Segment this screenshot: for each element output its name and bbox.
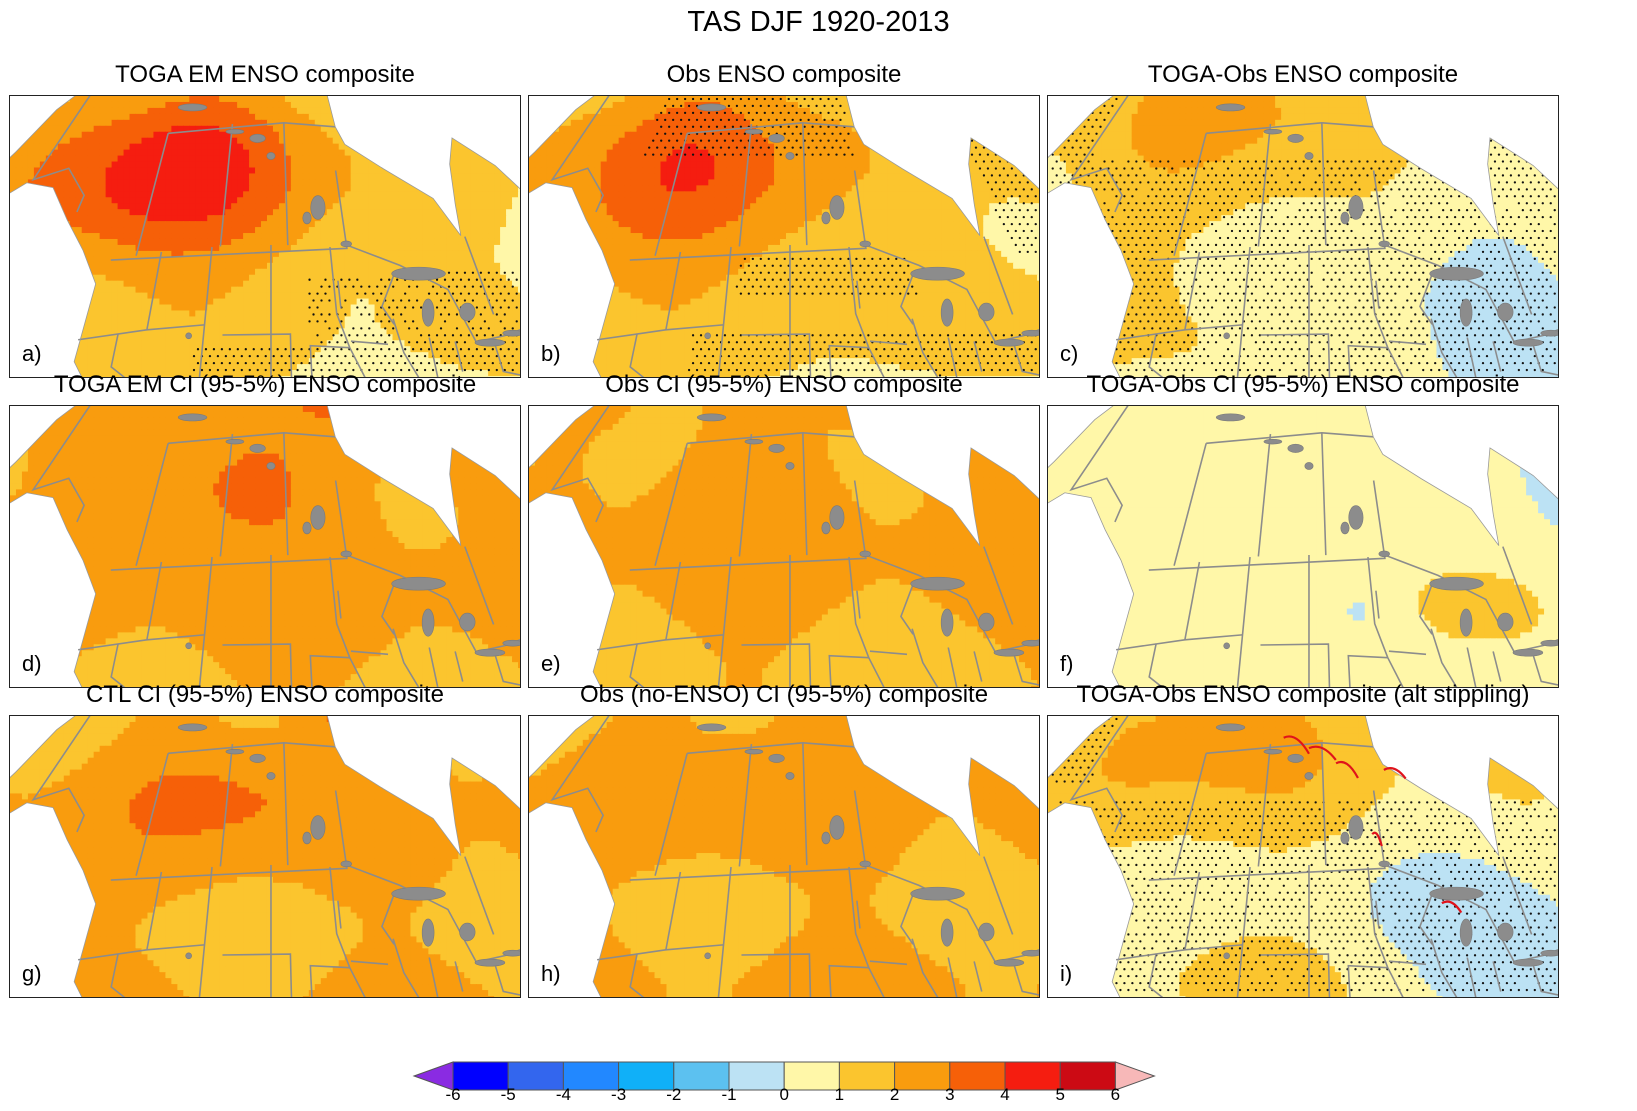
panel-title-2: Obs ENSO composite [522,58,1046,92]
panel-title-3: TOGA-Obs ENSO composite [1041,58,1565,92]
colorbar-tick-label: -2 [654,1085,694,1105]
map-panel-2: b) [528,95,1040,378]
panel-letter-1: a) [22,341,42,367]
map-panel-1: a) [9,95,521,378]
colorbar-tick-label: -3 [599,1085,639,1105]
colorbar-swatch [894,1061,951,1091]
hudson-bay [1373,406,1499,546]
lakes [177,103,520,347]
colorbar-swatch [1059,1061,1116,1091]
map-panel-5: e) [528,405,1040,688]
colorbar-tick-label: 4 [985,1085,1025,1105]
map-canvas [10,716,520,997]
map-canvas [1048,716,1558,997]
panel-letter-6: f) [1060,651,1073,677]
hudson-bay [335,96,461,236]
figure-title: TAS DJF 1920-2013 [0,4,1637,40]
map-canvas [529,716,1039,997]
panel-letter-3: c) [1060,341,1078,367]
panel-title-9: TOGA-Obs ENSO composite (alt stippling) [1041,678,1565,712]
colorbar-tick-label: 3 [930,1085,970,1105]
lakes [177,723,520,967]
colorbar-swatch [562,1061,620,1091]
map-panel-7: g) [9,715,521,998]
colorbar [412,1061,1156,1091]
hudson-bay [335,716,461,856]
lakes [177,413,520,657]
colorbar-swatch [452,1061,509,1091]
hudson-bay [1373,96,1499,236]
colorbar-high-arrow [1114,1061,1156,1091]
panel-title-4: TOGA EM CI (95-5%) ENSO composite [3,368,527,402]
panel-title-8: Obs (no-ENSO) CI (95-5%) composite [522,678,1046,712]
panel-letter-8: h) [541,961,561,987]
panel-letter-9: i) [1060,961,1072,987]
hudson-bay [335,406,461,546]
map-canvas [1048,406,1558,687]
lakes [696,723,1039,967]
colorbar-swatch [618,1061,675,1091]
temperature-field [10,716,520,997]
map-canvas [529,406,1039,687]
hudson-bay [854,96,980,236]
lakes [696,413,1039,657]
panel-title-7: CTL CI (95-5%) ENSO composite [3,678,527,712]
panel-title-1: TOGA EM ENSO composite [3,58,527,92]
political-borders [529,406,1039,687]
colorbar-tick-label: 1 [819,1085,859,1105]
map-canvas [10,96,520,377]
hudson-bay [854,406,980,546]
colorbar-tick-label: 0 [764,1085,804,1105]
lakes [1215,413,1558,657]
colorbar-tick-label: 6 [1095,1085,1135,1105]
colorbar-swatch [949,1061,1006,1091]
colorbar-tick-label: -6 [433,1085,473,1105]
lakes [1215,723,1558,967]
colorbar-swatch [507,1061,564,1091]
lakes [1215,103,1558,347]
map-panel-3: c) [1047,95,1559,378]
lakes [696,103,1039,347]
significance-stippling [192,271,518,372]
panel-letter-5: e) [541,651,561,677]
map-panel-6: f) [1047,405,1559,688]
colorbar-tick-label: -5 [488,1085,528,1105]
panel-letter-2: b) [541,341,561,367]
colorbar-tick-label: -4 [543,1085,583,1105]
panel-title-5: Obs CI (95-5%) ENSO composite [522,368,1046,402]
hudson-bay [1373,716,1499,856]
map-panel-9: i) [1047,715,1559,998]
colorbar-swatch [728,1061,785,1091]
panel-letter-4: d) [22,651,42,677]
hudson-bay [854,716,980,856]
map-panel-8: h) [528,715,1040,998]
colorbar-swatch [673,1061,730,1091]
colorbar-tick-label: -1 [709,1085,749,1105]
colorbar-tick-label: 5 [1040,1085,1080,1105]
panel-title-6: TOGA-Obs CI (95-5%) ENSO composite [1041,368,1565,402]
alt-significance-contours [1283,735,1463,914]
political-borders [529,96,1039,377]
map-canvas [1048,96,1558,377]
panel-letter-7: g) [22,961,42,987]
map-canvas [10,406,520,687]
colorbar-tick-label: 2 [875,1085,915,1105]
map-canvas [529,96,1039,377]
map-panel-4: d) [9,405,521,688]
